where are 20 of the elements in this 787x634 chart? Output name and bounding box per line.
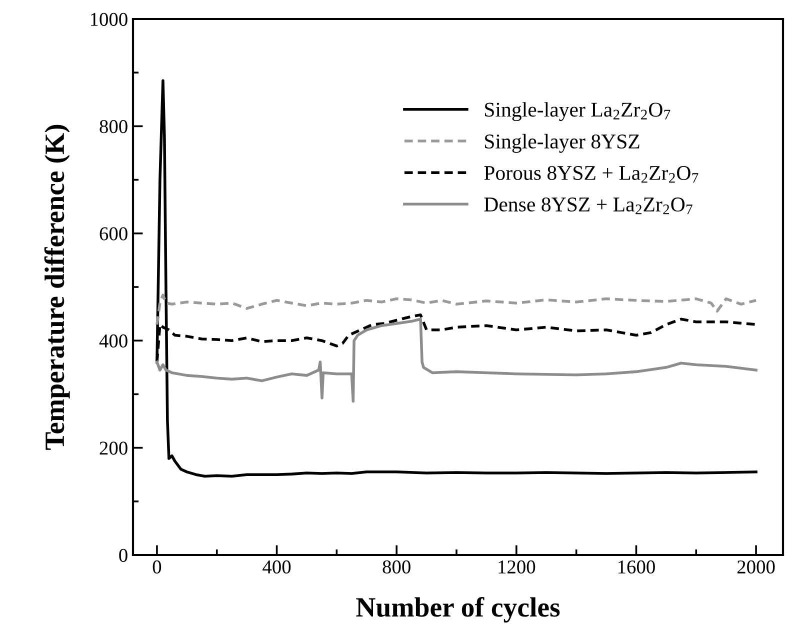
x-tick-label: 1600 <box>618 560 655 574</box>
y-tick-label: 400 <box>99 334 128 348</box>
x-tick-label: 1200 <box>498 560 536 574</box>
y-tick-label: 800 <box>100 120 128 134</box>
x-tick-label: 800 <box>382 560 410 574</box>
line-series <box>156 318 758 403</box>
x-tick-label: 400 <box>262 560 291 574</box>
y-tick-label: 200 <box>100 442 128 455</box>
x-axis-title: Number of cycles <box>356 596 560 622</box>
x-tick-label: 0 <box>152 560 162 574</box>
legend-label: Porous 8YSZ + La$_{2}$Zr$_{2}$O$_{7}$ <box>484 166 698 183</box>
y-tick-label: 1000 <box>90 12 128 26</box>
legend-label: Single-layer 8YSZ <box>485 134 640 153</box>
legend-label: Single-layer La$_{2}$Zr$_{2}$O$_{7}$ <box>485 102 670 122</box>
x-tick-label: 2000 <box>737 560 775 574</box>
line-series <box>156 294 758 326</box>
legend-label: Dense 8YSZ + La$_{2}$Zr$_{2}$O$_{7}$ <box>484 197 692 214</box>
y-tick-label: 600 <box>100 227 128 240</box>
y-tick-label: 0 <box>119 548 128 562</box>
y-axis-title: Temperature difference (K) <box>44 124 70 450</box>
